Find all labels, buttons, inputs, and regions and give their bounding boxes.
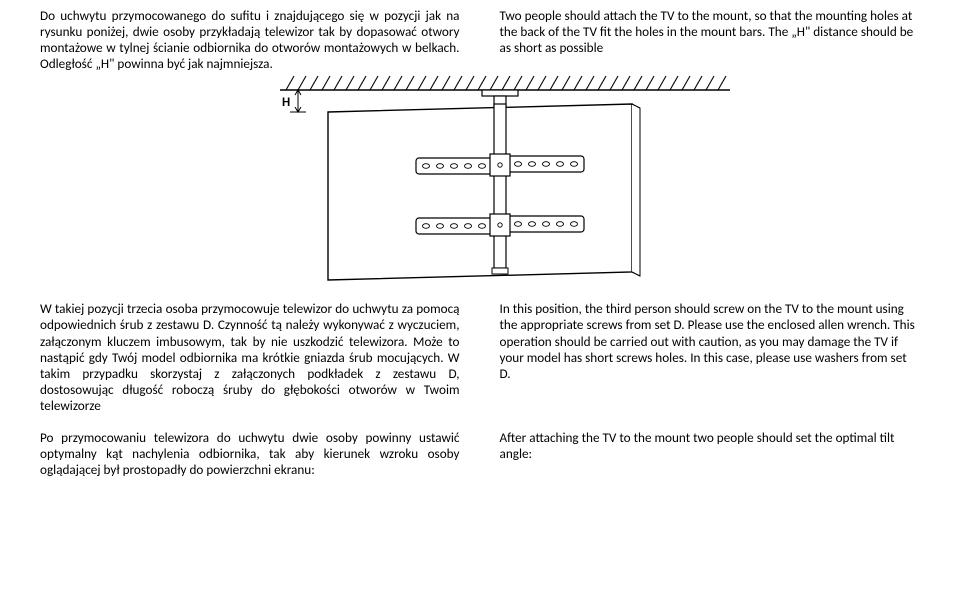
diagram-h-label: H (282, 95, 290, 110)
block-3-right-col: After attaching the TV to the mount two … (500, 430, 920, 478)
block-2-right-col: In this position, the third person shoul… (500, 301, 920, 414)
mount-diagram: H (220, 72, 740, 287)
block-1: Do uchwytu przymocowanego do sufitu i zn… (40, 8, 919, 72)
block-1-left-col: Do uchwytu przymocowanego do sufitu i zn… (40, 8, 460, 72)
para-en-1: Two people should attach the TV to the m… (500, 8, 920, 56)
block-3-left-col: Po przymocowaniu telewizora do uchwytu d… (40, 430, 460, 478)
block-2-left-col: W takiej pozycji trzecia osoba przymocow… (40, 301, 460, 414)
mount-diagram-wrap: H (40, 72, 919, 287)
para-en-2: In this position, the third person shoul… (500, 301, 920, 381)
para-pl-1: Do uchwytu przymocowanego do sufitu i zn… (40, 8, 460, 72)
block-2: W takiej pozycji trzecia osoba przymocow… (40, 301, 919, 414)
para-pl-2: W takiej pozycji trzecia osoba przymocow… (40, 301, 460, 414)
para-en-3: After attaching the TV to the mount two … (500, 430, 920, 462)
block-1-right-col: Two people should attach the TV to the m… (500, 8, 920, 72)
block-3: Po przymocowaniu telewizora do uchwytu d… (40, 430, 919, 478)
para-pl-3: Po przymocowaniu telewizora do uchwytu d… (40, 430, 460, 478)
